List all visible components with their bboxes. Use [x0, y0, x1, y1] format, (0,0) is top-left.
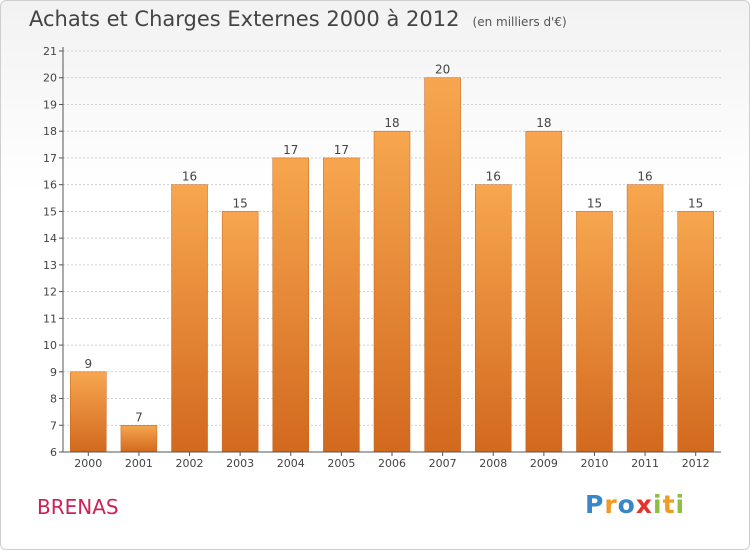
- bar-2005: [323, 157, 360, 453]
- y-tick-label: 17: [43, 152, 57, 165]
- y-tick-label: 6: [50, 446, 57, 459]
- y-tick-label: 9: [50, 366, 57, 379]
- data-label: 16: [637, 170, 652, 184]
- x-tick-label: 2011: [631, 457, 659, 470]
- y-tick-label: 16: [43, 179, 57, 192]
- bar-2003: [221, 211, 259, 453]
- logo-letter: t: [662, 490, 676, 519]
- bar-2004: [272, 157, 310, 453]
- y-tick-label: 7: [50, 419, 57, 432]
- data-label: 18: [536, 116, 551, 130]
- proxiti-logo: Proxiti: [585, 490, 685, 519]
- bar-2009: [525, 130, 563, 453]
- data-label: 16: [182, 170, 197, 184]
- y-tick-label: 10: [43, 339, 57, 352]
- bar-2010: [576, 211, 613, 453]
- bar-2012: [677, 211, 714, 453]
- x-tick-label: 2002: [176, 457, 204, 470]
- logo-letter: r: [604, 490, 618, 519]
- x-tick-label: 2008: [479, 457, 507, 470]
- bar-2002: [171, 184, 208, 453]
- commune-name: BRENAS: [37, 495, 119, 519]
- logo-letter: P: [585, 490, 605, 519]
- chart-subtitle: (en milliers d'€): [472, 15, 567, 29]
- x-tick-label: 2005: [327, 457, 355, 470]
- data-label: 17: [283, 143, 298, 157]
- logo-letter: i: [653, 490, 663, 519]
- data-label: 16: [486, 170, 501, 184]
- y-tick-label: 20: [43, 72, 57, 85]
- bar-2007: [424, 77, 461, 453]
- y-tick-label: 11: [43, 312, 57, 325]
- axes: 6 7 8 9 10 11 12 13 14 15 16 17 18 19 20 21: [43, 45, 721, 459]
- y-tick-label: 14: [43, 232, 57, 245]
- data-label: 15: [587, 196, 602, 210]
- chart-title: Achats et Charges Externes 2000 à 2012: [29, 7, 460, 31]
- y-tick-label: 18: [43, 125, 57, 138]
- x-tick-label: 2009: [530, 457, 558, 470]
- bar-2001: [120, 425, 158, 453]
- data-label: 18: [384, 116, 399, 130]
- x-tick-label: 2012: [682, 457, 710, 470]
- y-tick-label: 19: [43, 98, 57, 111]
- labels: 2000 9 2001 7 2002 16 2003 15 2004 17 2005 17 2006 18…: [74, 63, 709, 470]
- x-tick-label: 2010: [580, 457, 608, 470]
- x-tick-label: 2001: [125, 457, 153, 470]
- y-tick-label: 15: [43, 205, 57, 218]
- data-label: 15: [233, 196, 248, 210]
- bar-2006: [373, 130, 411, 453]
- y-tick-label: 21: [43, 45, 57, 58]
- y-tick-label: 8: [50, 393, 57, 406]
- data-label: 17: [334, 143, 349, 157]
- data-label: 20: [435, 63, 450, 77]
- y-tick-label: 12: [43, 286, 57, 299]
- x-tick-label: 2006: [378, 457, 406, 470]
- bars: [70, 77, 714, 453]
- data-label: 7: [135, 410, 143, 424]
- bar-2000: [70, 371, 107, 453]
- logo-letter: x: [635, 490, 653, 519]
- data-label: 9: [84, 357, 92, 371]
- logo-letter: o: [617, 490, 636, 519]
- x-tick-label: 2007: [429, 457, 457, 470]
- bar-2008: [474, 184, 512, 453]
- y-tick-label: 13: [43, 259, 57, 272]
- x-tick-label: 2000: [74, 457, 102, 470]
- logo-letter: i: [675, 490, 686, 519]
- data-label: 15: [688, 196, 703, 210]
- x-tick-label: 2003: [226, 457, 254, 470]
- x-tick-label: 2004: [277, 457, 305, 470]
- bar-2011: [626, 184, 664, 453]
- title-row: Achats et Charges Externes 2000 à 2012 (…: [29, 7, 567, 31]
